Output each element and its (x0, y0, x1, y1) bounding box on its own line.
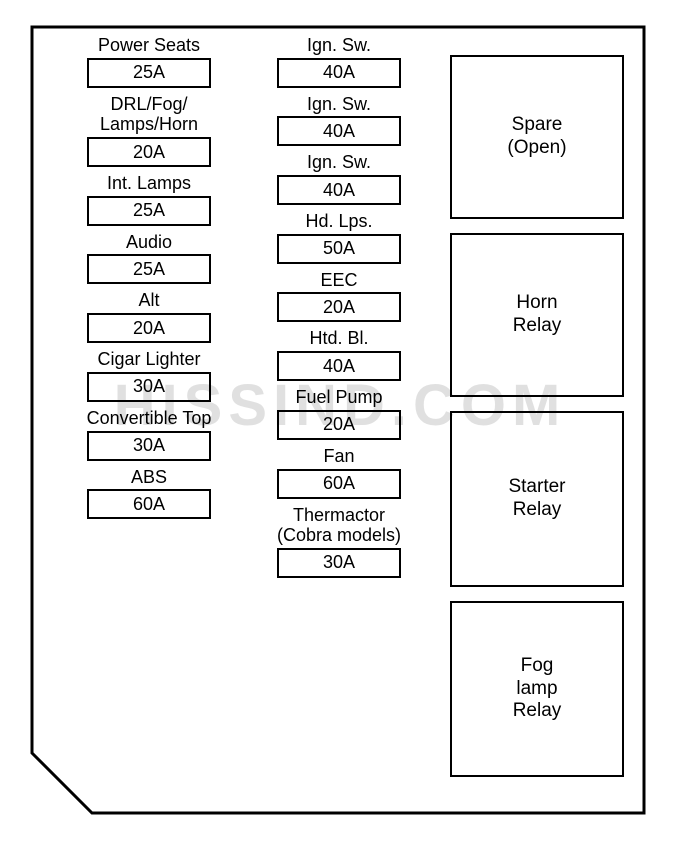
fuse-label: Thermactor (Cobra models) (277, 505, 401, 546)
fuse-item: Thermactor (Cobra models)30A (248, 505, 430, 578)
fuse-amp-box: 25A (87, 58, 211, 88)
fuse-label: DRL/Fog/ Lamps/Horn (100, 94, 198, 135)
fuse-label: Ign. Sw. (307, 94, 371, 115)
fuse-column-1: Power Seats25ADRL/Fog/ Lamps/Horn20AInt.… (64, 35, 234, 525)
fuse-amp-box: 40A (277, 175, 401, 205)
fuse-item: Ign. Sw.40A (248, 35, 430, 88)
fuse-label: Power Seats (98, 35, 200, 56)
fuse-label: Audio (126, 232, 172, 253)
fuse-item: Ign. Sw.40A (248, 94, 430, 147)
fuse-item: Power Seats25A (64, 35, 234, 88)
fuse-label: Convertible Top (87, 408, 212, 429)
relay-box: Starter Relay (450, 411, 624, 587)
fuse-item: Audio25A (64, 232, 234, 285)
fuse-item: Alt20A (64, 290, 234, 343)
fuse-amp-box: 30A (87, 372, 211, 402)
fuse-amp-box: 60A (277, 469, 401, 499)
panel-frame: Power Seats25ADRL/Fog/ Lamps/Horn20AInt.… (30, 25, 646, 815)
fuse-item: Ign. Sw.40A (248, 152, 430, 205)
fuse-label: Int. Lamps (107, 173, 191, 194)
fuse-item: Fuel Pump20A (248, 387, 430, 440)
fuse-label: Alt (138, 290, 159, 311)
fuse-item: Htd. Bl.40A (248, 328, 430, 381)
relay-box: Spare (Open) (450, 55, 624, 219)
fuse-amp-box: 40A (277, 116, 401, 146)
fuse-item: Convertible Top30A (64, 408, 234, 461)
fuse-amp-box: 25A (87, 196, 211, 226)
relay-column: Spare (Open)Horn RelayStarter RelayFog l… (450, 55, 630, 777)
fuse-amp-box: 25A (87, 254, 211, 284)
fuse-item: DRL/Fog/ Lamps/Horn20A (64, 94, 234, 167)
fuse-label: ABS (131, 467, 167, 488)
fuse-item: Int. Lamps25A (64, 173, 234, 226)
relay-box: Horn Relay (450, 233, 624, 397)
fuse-item: Cigar Lighter30A (64, 349, 234, 402)
fuse-amp-box: 20A (87, 137, 211, 167)
fuse-item: EEC20A (248, 270, 430, 323)
fuse-amp-box: 30A (277, 548, 401, 578)
fuse-amp-box: 60A (87, 489, 211, 519)
relay-box: Fog lamp Relay (450, 601, 624, 777)
fuse-amp-box: 40A (277, 58, 401, 88)
fuse-amp-box: 20A (277, 410, 401, 440)
fuse-label: Ign. Sw. (307, 152, 371, 173)
fuse-label: Ign. Sw. (307, 35, 371, 56)
fuse-amp-box: 20A (277, 292, 401, 322)
fuse-item: ABS60A (64, 467, 234, 520)
fuse-column-2: Ign. Sw.40AIgn. Sw.40AIgn. Sw.40AHd. Lps… (248, 35, 430, 584)
fuse-label: Fuel Pump (295, 387, 382, 408)
fuse-amp-box: 50A (277, 234, 401, 264)
fuse-amp-box: 30A (87, 431, 211, 461)
fuse-label: Hd. Lps. (305, 211, 372, 232)
fuse-label: Fan (323, 446, 354, 467)
fuse-item: Hd. Lps.50A (248, 211, 430, 264)
fuse-label: EEC (320, 270, 357, 291)
fuse-item: Fan60A (248, 446, 430, 499)
fuse-amp-box: 40A (277, 351, 401, 381)
fuse-label: Htd. Bl. (309, 328, 368, 349)
fuse-label: Cigar Lighter (97, 349, 200, 370)
fuse-diagram: Power Seats25ADRL/Fog/ Lamps/Horn20AInt.… (0, 0, 680, 844)
fuse-amp-box: 20A (87, 313, 211, 343)
